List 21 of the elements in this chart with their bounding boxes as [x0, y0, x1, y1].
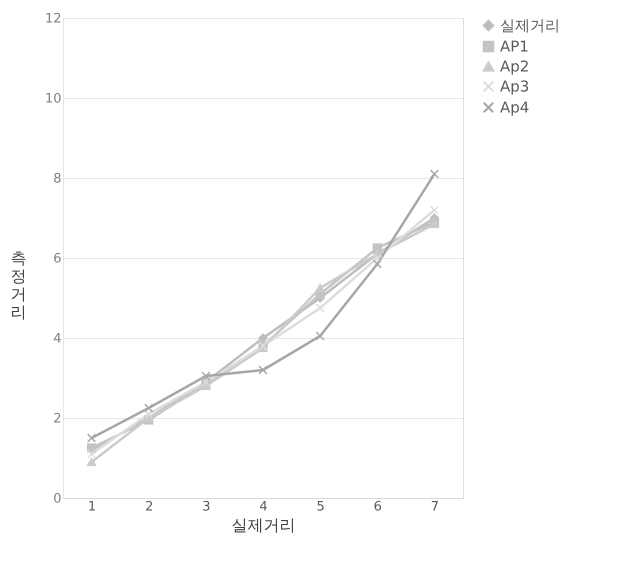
x-tick-label: 3	[202, 500, 210, 514]
y-tick-label: 6	[53, 252, 62, 266]
x-tick-label: 6	[374, 500, 382, 514]
x-tick-label: 7	[430, 500, 440, 514]
legend-label: AP1	[500, 38, 529, 56]
x-tick-label: 4	[259, 500, 268, 514]
legend-label: 실제거리	[500, 16, 560, 34]
y-tick-label: 0	[53, 492, 62, 506]
legend-label: Ap2	[500, 58, 530, 76]
legend-label: Ap3	[500, 78, 530, 96]
x-axis-title: 실제거리	[232, 516, 296, 534]
legend-label: Ap4	[500, 98, 530, 116]
y-tick-label: 12	[44, 12, 62, 26]
x-tick-label: 5	[316, 500, 325, 514]
y-tick-label: 10	[44, 92, 62, 106]
y-tick-label: 8	[53, 172, 62, 186]
y-tick-label: 2	[53, 412, 62, 426]
y-tick-label: 4	[53, 332, 62, 346]
y-axis-title: 측정거리	[10, 248, 26, 322]
x-tick-label: 1	[88, 500, 96, 514]
x-tick-label: 2	[145, 500, 154, 514]
